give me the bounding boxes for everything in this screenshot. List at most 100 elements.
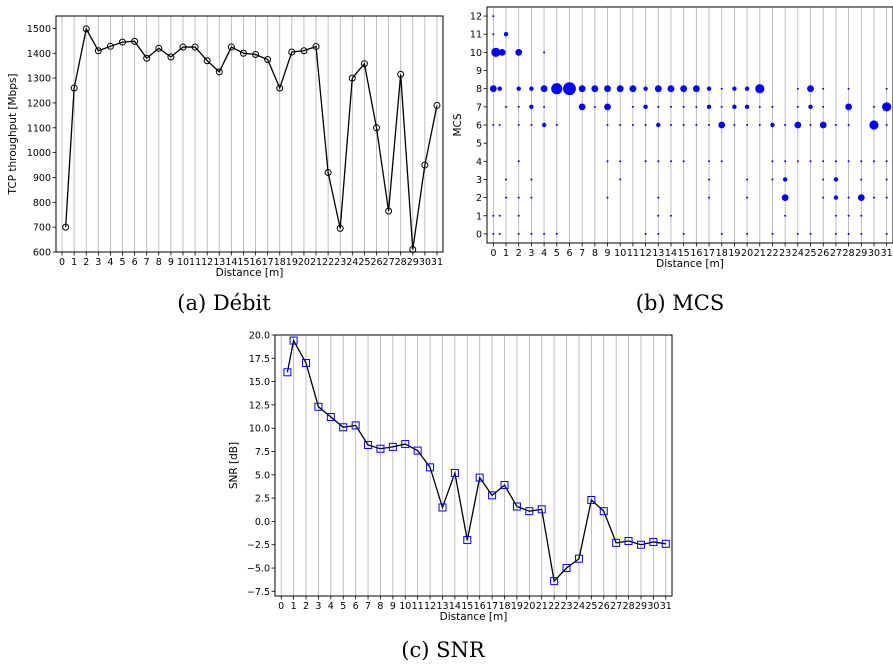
x-tick-label: 0 <box>59 257 65 268</box>
x-tick-label: 26 <box>370 257 382 268</box>
data-point <box>644 160 647 163</box>
data-point <box>669 160 672 163</box>
x-tick-label: 8 <box>592 248 598 259</box>
data-point <box>682 124 685 126</box>
data-point <box>822 87 825 90</box>
data-point <box>426 463 435 472</box>
data-point <box>543 51 546 54</box>
y-tick-label: 900 <box>33 173 51 184</box>
x-tick-label: 28 <box>843 248 855 259</box>
data-point <box>758 105 761 108</box>
x-tick-label: 4 <box>328 601 334 612</box>
data-point <box>131 37 139 45</box>
y-tick-label: 8 <box>476 84 482 95</box>
x-tick-label: 28 <box>395 257 407 268</box>
data-point <box>475 473 484 482</box>
data-point <box>376 444 385 453</box>
data-point <box>822 160 825 163</box>
axes-frame <box>274 334 673 597</box>
x-tick-label: 7 <box>579 248 585 259</box>
data-point <box>517 232 520 235</box>
data-point <box>492 33 495 36</box>
data-point <box>191 43 199 51</box>
x-tick-label: 27 <box>610 601 622 612</box>
x-tick-label: 22 <box>766 248 778 259</box>
x-tick-label: 20 <box>741 248 753 259</box>
data-point <box>771 160 774 163</box>
x-tick-label: 22 <box>322 257 334 268</box>
x-tick-label: 2 <box>516 248 522 259</box>
data-point <box>489 85 497 93</box>
data-point <box>515 48 523 56</box>
data-point <box>62 223 70 231</box>
data-point <box>599 507 608 516</box>
x-tick-label: 9 <box>390 601 396 612</box>
x-tick-label: 9 <box>168 257 174 268</box>
x-tick-label: 18 <box>498 601 510 612</box>
x-tick-label: 16 <box>474 601 486 612</box>
data-point <box>543 232 546 235</box>
subfigure-caption: (a) Débit <box>177 291 271 315</box>
y-tick-label: 11 <box>470 30 482 41</box>
x-tick-label: 23 <box>334 257 346 268</box>
data-point <box>872 196 875 199</box>
data-point <box>692 85 700 93</box>
x-tick-label: 24 <box>573 601 585 612</box>
x-tick-label: 1 <box>71 257 77 268</box>
data-point <box>529 86 534 91</box>
data-point <box>505 196 508 199</box>
data-point <box>555 232 558 235</box>
data-point <box>744 104 750 110</box>
x-tick-label: 31 <box>881 248 893 259</box>
data-point <box>324 169 332 177</box>
data-point <box>612 538 621 547</box>
data-point <box>860 160 863 163</box>
data-point <box>517 160 520 163</box>
data-point <box>834 214 837 217</box>
x-tick-label: 1 <box>503 248 509 259</box>
data-point <box>695 105 698 108</box>
data-point <box>591 85 599 93</box>
data-point <box>695 124 698 126</box>
data-point <box>629 85 637 93</box>
data-point <box>563 82 576 96</box>
data-point <box>847 87 850 90</box>
x-tick-label: 31 <box>431 257 443 268</box>
x-tick-label: 13 <box>436 601 448 612</box>
data-point <box>720 87 723 90</box>
data-point <box>492 214 495 217</box>
y-tick-label: 1200 <box>27 98 51 109</box>
data-point <box>744 86 750 91</box>
x-tick-label: 26 <box>598 601 610 612</box>
x-tick-label: 25 <box>585 601 597 612</box>
data-point <box>503 32 509 37</box>
data-point <box>119 38 127 46</box>
y-axis-label: SNR [dB] <box>228 442 240 489</box>
data-point <box>155 44 163 52</box>
data-point <box>657 196 660 199</box>
x-tick-label: 29 <box>635 601 647 612</box>
data-point <box>203 57 211 65</box>
data-point <box>669 105 672 108</box>
x-tick-label: 30 <box>868 248 880 259</box>
x-tick-label: 6 <box>132 257 138 268</box>
y-tick-label: 10.0 <box>249 424 270 435</box>
data-point <box>770 122 775 128</box>
data-point <box>550 577 559 586</box>
data-point <box>492 232 495 235</box>
data-point <box>517 214 520 217</box>
data-point <box>517 124 520 126</box>
data-point <box>397 70 405 78</box>
y-tick-label: 1000 <box>27 148 51 159</box>
x-tick-label: 27 <box>830 248 842 259</box>
data-point <box>746 232 749 235</box>
y-tick-label: 4 <box>476 157 482 168</box>
y-tick-label: 5.0 <box>255 470 270 481</box>
subfigure-caption: (b) MCS <box>636 291 724 315</box>
data-point <box>885 232 888 235</box>
x-tick-label: 21 <box>536 601 548 612</box>
x-tick-label: 20 <box>298 257 310 268</box>
x-tick-label: 26 <box>817 248 829 259</box>
x-tick-label: 12 <box>424 601 436 612</box>
